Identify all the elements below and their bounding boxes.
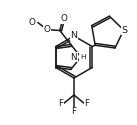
- Text: H: H: [80, 54, 85, 60]
- Text: F: F: [58, 100, 64, 108]
- Text: N: N: [71, 32, 78, 40]
- Text: O: O: [29, 18, 36, 27]
- Text: S: S: [122, 26, 128, 35]
- Text: F: F: [72, 108, 76, 116]
- Text: F: F: [85, 100, 89, 108]
- Text: O: O: [60, 14, 67, 23]
- Text: N: N: [70, 52, 77, 62]
- Text: O: O: [43, 25, 50, 34]
